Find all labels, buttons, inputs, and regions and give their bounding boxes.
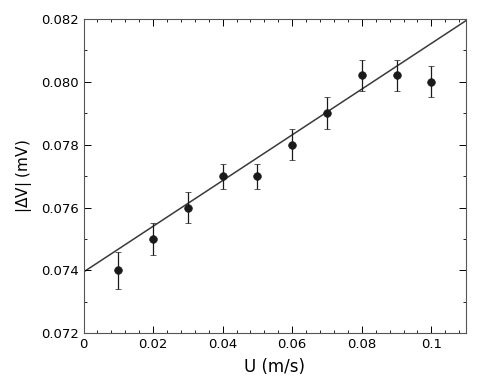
Y-axis label: |$\Delta$V| (mV): |$\Delta$V| (mV) [14, 139, 34, 213]
X-axis label: U (m/s): U (m/s) [244, 358, 305, 376]
